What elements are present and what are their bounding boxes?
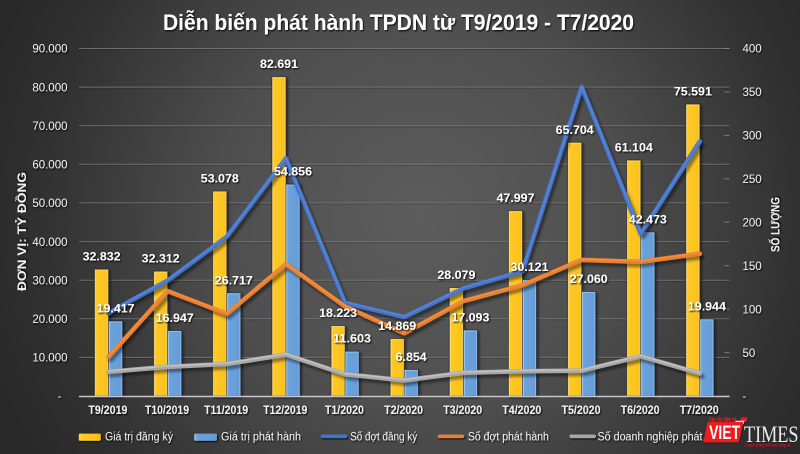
svg-text:T12/2019: T12/2019 (263, 405, 307, 417)
svg-text:400: 400 (743, 44, 762, 56)
svg-text:T4/2020: T4/2020 (502, 405, 541, 417)
svg-text:30.000: 30.000 (32, 275, 67, 287)
svg-text:SỐ LƯỢNG: SỐ LƯỢNG (768, 197, 783, 252)
svg-text:T3/2020: T3/2020 (443, 405, 482, 417)
svg-text:6.854: 6.854 (396, 352, 428, 364)
svg-text:TIMES: TIMES (744, 422, 799, 447)
svg-text:28.079: 28.079 (437, 270, 475, 282)
svg-text:Truyền thông trên nền tảng số: Truyền thông trên nền tảng số (744, 442, 791, 449)
svg-text:70.000: 70.000 (32, 121, 67, 133)
svg-text:Giá trị phát hành: Giá trị phát hành (221, 432, 301, 444)
svg-text:17.093: 17.093 (451, 313, 489, 325)
svg-text:42.473: 42.473 (629, 215, 667, 227)
svg-text:61.104: 61.104 (615, 143, 654, 155)
svg-text:T9/2019: T9/2019 (88, 405, 127, 417)
svg-text:Số doanh nghiệp phát: Số doanh nghiệp phát (598, 432, 704, 444)
svg-text:60.000: 60.000 (32, 160, 67, 172)
svg-text:19.417: 19.417 (97, 304, 135, 316)
svg-text:ĐƠN VỊ: TỶ ĐỒNG: ĐƠN VỊ: TỶ ĐỒNG (16, 172, 29, 291)
svg-text:14.869: 14.869 (378, 321, 416, 333)
svg-text:30.121: 30.121 (511, 262, 550, 274)
svg-text:T6/2020: T6/2020 (621, 405, 660, 417)
svg-text:T2/2020: T2/2020 (384, 405, 423, 417)
svg-text:50: 50 (743, 348, 756, 360)
svg-text:150: 150 (743, 261, 762, 273)
svg-text:53.078: 53.078 (201, 174, 240, 186)
svg-text:26.717: 26.717 (215, 275, 253, 287)
svg-text:Số đợt phát hành: Số đợt phát hành (468, 432, 549, 444)
svg-text:350: 350 (743, 87, 762, 99)
svg-text:18.223: 18.223 (319, 308, 357, 320)
svg-text:T7/2020: T7/2020 (680, 405, 719, 417)
svg-text:-: - (58, 391, 62, 403)
svg-text:20.000: 20.000 (32, 314, 67, 326)
svg-text:Tạp chí điện tử: Tạp chí điện tử (709, 417, 737, 424)
svg-text:Số đợt đăng ký: Số đợt đăng ký (350, 432, 417, 444)
svg-text:47.997: 47.997 (497, 193, 535, 205)
svg-text:50.000: 50.000 (32, 198, 67, 210)
svg-text:T10/2019: T10/2019 (145, 405, 189, 417)
svg-text:T11/2019: T11/2019 (204, 405, 248, 417)
svg-text:90.000: 90.000 (32, 44, 67, 56)
svg-text:Giá trị đăng ký: Giá trị đăng ký (105, 432, 173, 444)
svg-text:32.312: 32.312 (142, 254, 180, 266)
svg-text:54.856: 54.856 (274, 167, 312, 179)
svg-text:10.000: 10.000 (32, 353, 67, 365)
svg-text:11.603: 11.603 (333, 334, 371, 346)
svg-text:T1/2020: T1/2020 (325, 405, 364, 417)
svg-text:100: 100 (743, 304, 762, 316)
svg-text:75.591: 75.591 (674, 87, 713, 99)
svg-text:80.000: 80.000 (32, 82, 67, 94)
svg-text:19.944: 19.944 (688, 302, 727, 314)
svg-text:250: 250 (743, 174, 762, 186)
svg-text:40.000: 40.000 (32, 237, 67, 249)
svg-text:-: - (743, 391, 747, 403)
svg-text:27.060: 27.060 (570, 274, 608, 286)
svg-text:300: 300 (743, 131, 762, 143)
svg-text:16.947: 16.947 (156, 313, 194, 325)
svg-text:VIET: VIET (709, 422, 740, 444)
svg-text:200: 200 (743, 217, 762, 229)
svg-text:T5/2020: T5/2020 (562, 405, 601, 417)
svg-text:65.704: 65.704 (556, 125, 595, 137)
svg-text:Diễn biến phát hành TPDN từ T9: Diễn biến phát hành TPDN từ T9/2019 - T7… (163, 10, 634, 35)
svg-text:32.832: 32.832 (83, 252, 121, 264)
svg-text:82.691: 82.691 (260, 59, 299, 71)
